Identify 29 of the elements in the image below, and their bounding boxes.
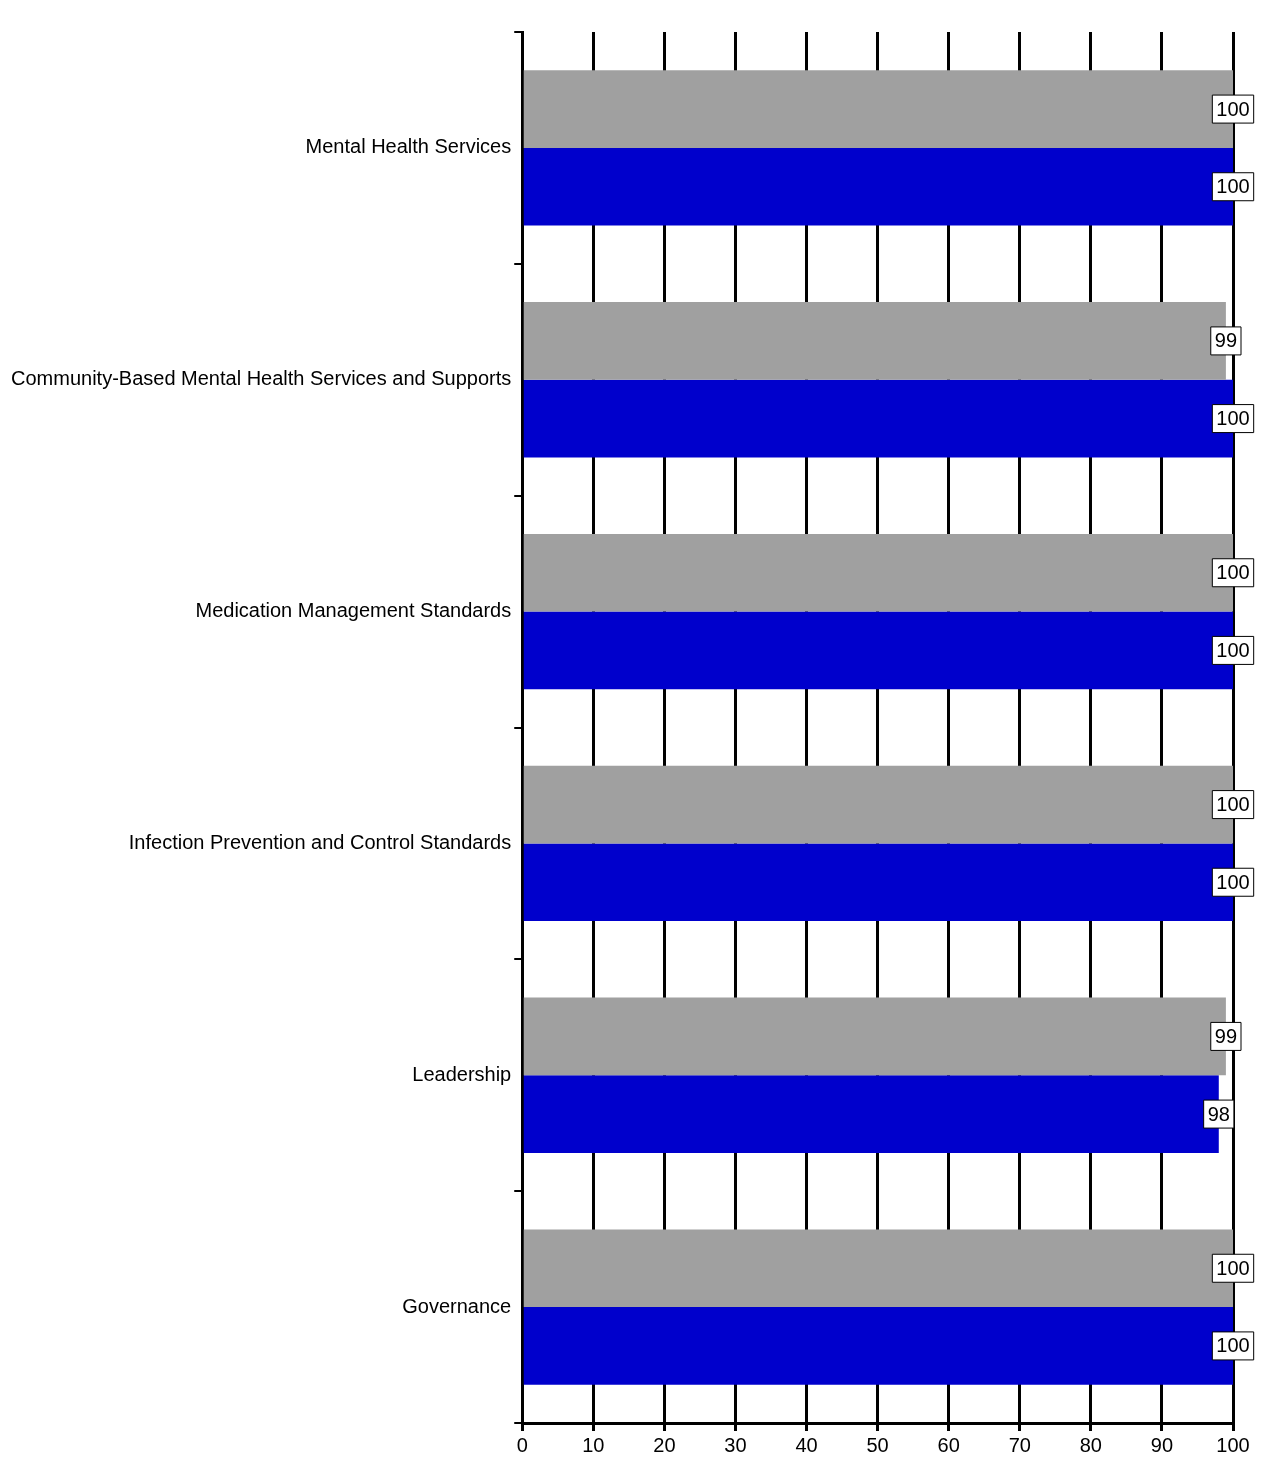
data-label: 100 bbox=[1216, 97, 1250, 120]
x-tick-label: 0 bbox=[516, 1433, 528, 1456]
x-tick-label: 30 bbox=[724, 1433, 747, 1456]
y-tick-label: Leadership bbox=[412, 1062, 512, 1085]
x-tick-label: 80 bbox=[1079, 1433, 1102, 1456]
y-tick-label: Infection Prevention and Control Standards bbox=[128, 830, 512, 853]
x-tick-label: 40 bbox=[795, 1433, 818, 1456]
data-label: 100 bbox=[1216, 1334, 1250, 1357]
y-tick-label: Medication Management Standards bbox=[195, 599, 512, 622]
data-label: 99 bbox=[1214, 329, 1238, 352]
x-tick-label: 70 bbox=[1008, 1433, 1031, 1456]
x-tick-label: 50 bbox=[866, 1433, 889, 1456]
data-label: 99 bbox=[1214, 1024, 1238, 1047]
x-tick-label: 90 bbox=[1150, 1433, 1174, 1456]
data-label: 100 bbox=[1216, 638, 1250, 661]
data-label: 98 bbox=[1207, 1102, 1230, 1125]
y-tick-label: Governance bbox=[402, 1294, 512, 1317]
data-label: 100 bbox=[1216, 793, 1250, 816]
x-tick-label: 100 bbox=[1216, 1433, 1250, 1456]
y-tick-label: Community-Based Mental Health Services and Supports bbox=[11, 367, 512, 390]
x-tick-label: 20 bbox=[653, 1433, 676, 1456]
data-label: 100 bbox=[1216, 175, 1250, 198]
y-tick-label: Mental Health Services bbox=[305, 135, 512, 158]
data-label: 100 bbox=[1216, 407, 1250, 430]
data-label: 100 bbox=[1216, 870, 1250, 893]
x-tick-label: 60 bbox=[937, 1433, 960, 1456]
data-label: 100 bbox=[1216, 561, 1250, 584]
data-label: 100 bbox=[1216, 1256, 1250, 1279]
x-tick-label: 10 bbox=[582, 1433, 605, 1456]
